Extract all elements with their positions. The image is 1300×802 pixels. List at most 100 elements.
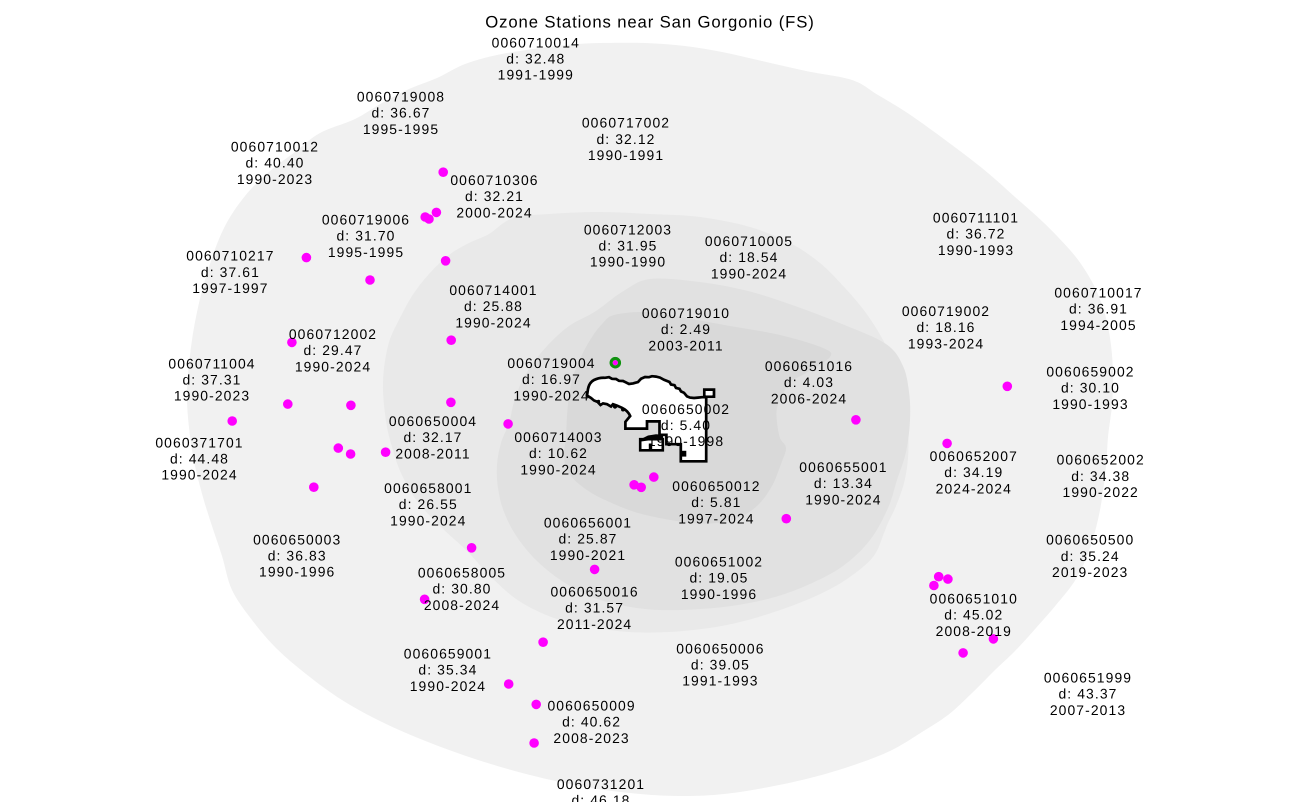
svg-text:1990-2024: 1990-2024: [513, 387, 589, 403]
svg-text:d: 18.16: d: 18.16: [916, 319, 975, 335]
svg-text:d: 29.47: d: 29.47: [303, 342, 362, 358]
svg-text:1990-2024: 1990-2024: [390, 512, 466, 528]
svg-text:1990-2022: 1990-2022: [1063, 484, 1139, 500]
svg-text:0060712002: 0060712002: [289, 326, 377, 342]
svg-text:1990-1993: 1990-1993: [1052, 396, 1128, 412]
svg-text:2008-2023: 2008-2023: [553, 730, 629, 746]
svg-text:0060651999: 0060651999: [1044, 670, 1132, 686]
svg-text:d: 32.17: d: 32.17: [403, 429, 462, 445]
svg-text:0060711004: 0060711004: [168, 355, 255, 371]
svg-text:d: 31.95: d: 31.95: [598, 238, 657, 254]
svg-text:1990-2023: 1990-2023: [237, 171, 313, 187]
svg-text:d: 10.62: d: 10.62: [529, 445, 588, 461]
svg-text:1995-1995: 1995-1995: [363, 121, 439, 137]
svg-text:0060719006: 0060719006: [322, 212, 410, 228]
svg-text:d: 5.40: d: 5.40: [661, 417, 711, 433]
svg-text:0060659002: 0060659002: [1046, 363, 1134, 379]
svg-text:1990-2023: 1990-2023: [174, 388, 250, 404]
svg-text:1990-2024: 1990-2024: [295, 358, 371, 374]
svg-text:0060710017: 0060710017: [1054, 285, 1142, 301]
svg-text:0060659001: 0060659001: [404, 646, 492, 662]
svg-text:d: 36.91: d: 36.91: [1069, 301, 1128, 317]
svg-text:d: 18.54: d: 18.54: [719, 249, 778, 265]
svg-text:2008-2019: 2008-2019: [936, 623, 1012, 639]
svg-text:0060719008: 0060719008: [357, 89, 445, 105]
svg-text:d: 37.31: d: 37.31: [182, 372, 241, 388]
svg-text:0060710014: 0060710014: [492, 34, 580, 50]
svg-text:Ozone Stations near San Gorgon: Ozone Stations near San Gorgonio (FS): [485, 13, 814, 32]
svg-text:1990-1996: 1990-1996: [681, 586, 757, 602]
svg-text:0060719004: 0060719004: [507, 355, 595, 371]
svg-text:1995-1995: 1995-1995: [328, 244, 404, 260]
svg-text:d: 31.57: d: 31.57: [565, 600, 624, 616]
svg-text:0060651010: 0060651010: [930, 591, 1018, 607]
svg-text:0060650006: 0060650006: [676, 640, 764, 656]
svg-text:0060650500: 0060650500: [1046, 532, 1134, 548]
svg-text:d: 46.18: d: 46.18: [571, 792, 630, 802]
svg-text:d: 43.37: d: 43.37: [1058, 686, 1117, 702]
svg-text:0060719002: 0060719002: [902, 303, 990, 319]
svg-text:d: 4.03: d: 4.03: [784, 374, 834, 390]
svg-text:1994-2005: 1994-2005: [1060, 317, 1136, 333]
svg-text:2011-2024: 2011-2024: [557, 616, 632, 632]
svg-text:0060710012: 0060710012: [231, 139, 319, 155]
svg-text:d: 30.80: d: 30.80: [432, 581, 491, 597]
svg-text:0060651016: 0060651016: [765, 358, 853, 374]
svg-text:0060655001: 0060655001: [799, 459, 887, 475]
svg-text:d: 36.72: d: 36.72: [946, 226, 1005, 242]
svg-text:d: 32.12: d: 32.12: [596, 131, 655, 147]
svg-text:d: 31.70: d: 31.70: [336, 228, 395, 244]
svg-text:2000-2024: 2000-2024: [456, 204, 532, 220]
svg-text:0060714003: 0060714003: [514, 429, 602, 445]
svg-text:1990-2021: 1990-2021: [550, 547, 626, 563]
svg-text:1990-1996: 1990-1996: [259, 564, 335, 580]
svg-text:0060714001: 0060714001: [449, 282, 537, 298]
svg-text:d: 5.81: d: 5.81: [691, 494, 741, 510]
svg-text:0060658001: 0060658001: [384, 480, 472, 496]
svg-text:0060652007: 0060652007: [930, 448, 1018, 464]
svg-text:d: 32.48: d: 32.48: [506, 51, 565, 67]
svg-text:d: 35.34: d: 35.34: [418, 662, 477, 678]
svg-text:d: 40.62: d: 40.62: [562, 714, 621, 730]
svg-text:0060656001: 0060656001: [544, 515, 632, 531]
svg-text:d: 25.88: d: 25.88: [464, 298, 523, 314]
svg-text:1990-1990: 1990-1990: [590, 254, 666, 270]
svg-text:2008-2011: 2008-2011: [395, 445, 470, 461]
svg-text:0060658005: 0060658005: [418, 564, 506, 580]
svg-text:d: 34.19: d: 34.19: [944, 464, 1003, 480]
svg-text:1990-2024: 1990-2024: [520, 461, 596, 477]
svg-text:d: 19.05: d: 19.05: [689, 570, 748, 586]
svg-text:0060650002: 0060650002: [642, 401, 730, 417]
svg-text:d: 13.34: d: 13.34: [814, 475, 873, 491]
svg-text:d: 35.24: d: 35.24: [1061, 548, 1120, 564]
svg-text:d: 36.83: d: 36.83: [268, 548, 327, 564]
svg-text:2008-2024: 2008-2024: [424, 597, 500, 613]
svg-text:d: 40.40: d: 40.40: [245, 155, 304, 171]
svg-text:0060652002: 0060652002: [1057, 452, 1145, 468]
svg-text:0060371701: 0060371701: [155, 434, 243, 450]
svg-text:0060651002: 0060651002: [675, 554, 763, 570]
svg-text:1990-1991: 1990-1991: [588, 147, 664, 163]
svg-text:1990-2024: 1990-2024: [455, 314, 531, 330]
svg-text:0060650009: 0060650009: [547, 698, 635, 714]
svg-text:1997-2024: 1997-2024: [678, 510, 754, 526]
svg-text:d: 32.21: d: 32.21: [465, 188, 524, 204]
svg-text:0060717002: 0060717002: [582, 115, 670, 131]
svg-text:d: 25.87: d: 25.87: [558, 531, 617, 547]
svg-text:1990-2024: 1990-2024: [410, 678, 486, 694]
svg-text:0060731201: 0060731201: [557, 776, 645, 792]
svg-text:0060650016: 0060650016: [550, 583, 638, 599]
svg-text:d: 44.48: d: 44.48: [170, 451, 229, 467]
svg-text:0060710306: 0060710306: [450, 172, 538, 188]
svg-text:1991-1993: 1991-1993: [682, 673, 758, 689]
svg-text:d: 37.61: d: 37.61: [201, 264, 260, 280]
svg-text:0060712003: 0060712003: [584, 221, 672, 237]
svg-text:1990-2024: 1990-2024: [161, 467, 237, 483]
svg-text:0060650003: 0060650003: [253, 531, 341, 547]
svg-text:1990-2024: 1990-2024: [711, 265, 787, 281]
svg-text:d: 45.02: d: 45.02: [944, 607, 1003, 623]
svg-text:1990-1998: 1990-1998: [648, 433, 724, 449]
svg-text:1991-1999: 1991-1999: [498, 67, 574, 83]
svg-text:0060711101: 0060711101: [933, 210, 1019, 226]
svg-text:d: 39.05: d: 39.05: [691, 657, 750, 673]
